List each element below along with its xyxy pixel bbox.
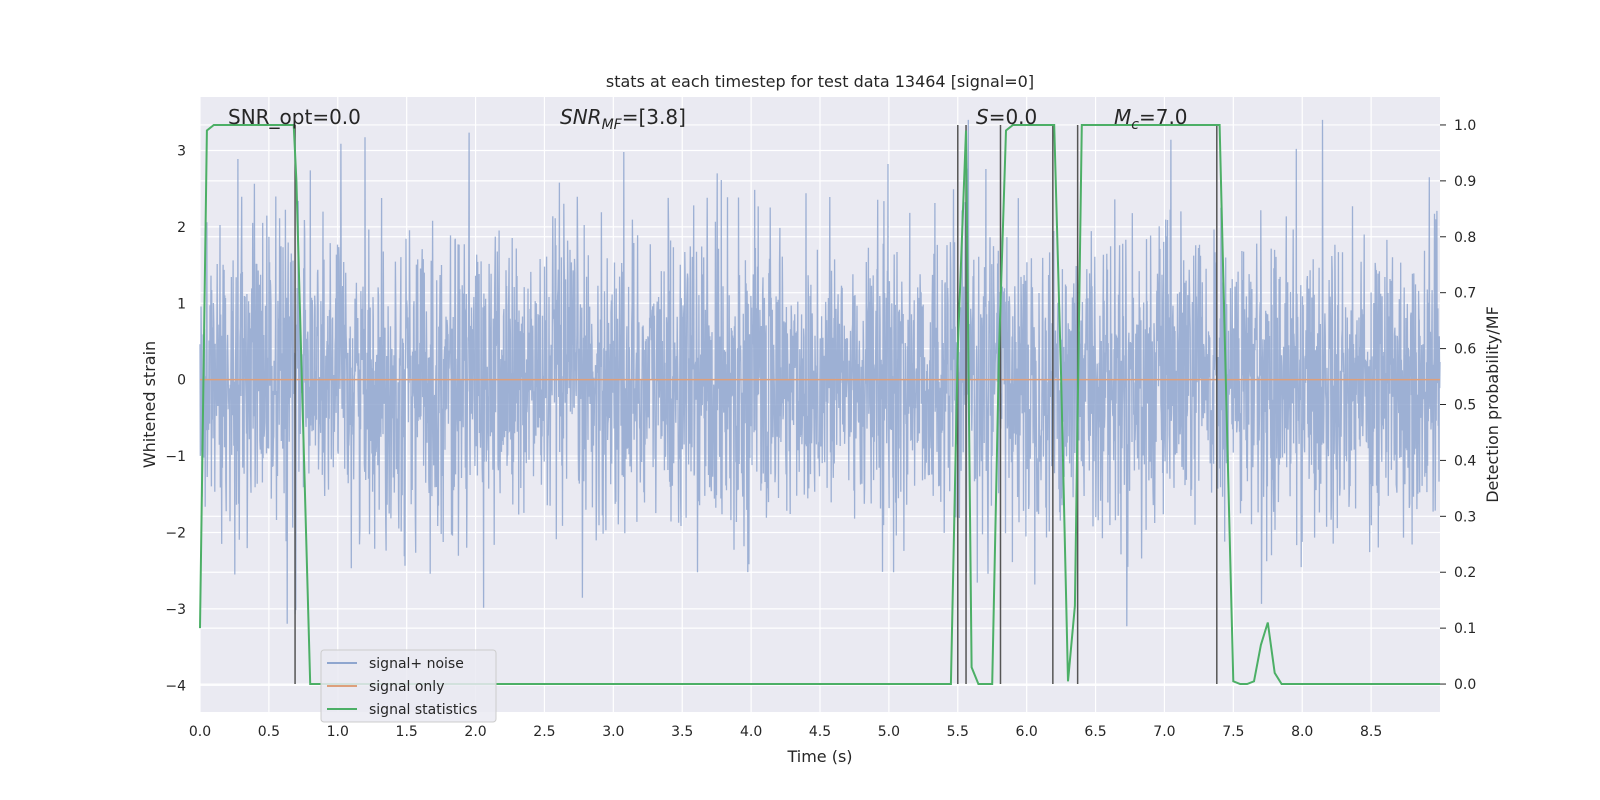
series-signal-statistics: [199, 124, 1440, 685]
y-tick-label-right: 0.5: [1454, 398, 1476, 414]
x-tick-label: 2.0: [464, 724, 486, 740]
y-tick-label-left: −4: [165, 678, 186, 694]
y-tick-label-left: 1: [177, 296, 186, 312]
y-tick-label-left: 2: [177, 220, 186, 236]
x-tick-label: 7.5: [1222, 724, 1244, 740]
x-tick-label: 7.0: [1153, 724, 1175, 740]
y-tick-label-left: 3: [177, 143, 186, 159]
chart-title: stats at each timestep for test data 134…: [606, 72, 1034, 91]
y-tick-label-right: 0.4: [1454, 453, 1476, 469]
series-signal-noise: [199, 119, 1441, 627]
y-tick-label-left: 0: [177, 373, 186, 389]
y-tick-label-right: 0.6: [1454, 342, 1476, 358]
annotation-snr-mf: SNRMF=[3.8]: [560, 105, 686, 133]
x-tick-label: 8.0: [1291, 724, 1313, 740]
y-tick-label-left: −2: [165, 525, 186, 541]
x-tick-label: 0.0: [189, 724, 211, 740]
x-tick-label: 5.0: [878, 724, 900, 740]
noise-line: [199, 119, 1441, 627]
y-axis-label-right: Detection probability/MF: [1483, 306, 1502, 503]
statistics-line: [199, 124, 1440, 685]
x-tick-label: 3.0: [602, 724, 624, 740]
annotation-snr-opt: SNR_opt=0.0: [228, 105, 361, 129]
legend-box: [320, 649, 497, 723]
legend: signal+ noise signal only signal statist…: [320, 649, 497, 723]
annotation-mc: Mc=7.0: [1114, 105, 1188, 133]
x-tick-label: 0.5: [258, 724, 280, 740]
y-tick-label-left: −3: [165, 602, 186, 618]
y-tick-label-right: 0.8: [1454, 230, 1476, 246]
x-tick-label: 4.0: [740, 724, 762, 740]
legend-entry-statistics: signal statistics: [369, 702, 477, 718]
x-tick-label: 1.0: [327, 724, 349, 740]
y-tick-label-left: −1: [165, 449, 186, 465]
x-tick-label: 3.5: [671, 724, 693, 740]
y-tick-label-right: 0.3: [1454, 509, 1476, 525]
x-tick-label: 4.5: [809, 724, 831, 740]
y-tick-label-right: 0.2: [1454, 565, 1476, 581]
x-tick-label: 1.5: [396, 724, 418, 740]
tick-labels: 0.0 0.5 1.0 1.5 2.0 2.5 3.0 3.5 4.0 4.5 5.0 5.5 6.0 6…: [165, 118, 1476, 740]
y-tick-label-right: 0.1: [1454, 621, 1476, 637]
y-tick-label-right: 0.0: [1454, 677, 1476, 693]
y-tick-label-right: 0.7: [1454, 286, 1476, 302]
x-tick-label: 2.5: [533, 724, 555, 740]
x-tick-label: 6.0: [1016, 724, 1038, 740]
y-tick-label-right: 1.0: [1454, 118, 1476, 134]
x-tick-label: 8.5: [1360, 724, 1382, 740]
x-tick-label: 6.5: [1084, 724, 1106, 740]
x-axis-label: Time (s): [786, 747, 852, 766]
legend-entry-noise: signal+ noise: [369, 656, 464, 672]
legend-entry-signal-only: signal only: [369, 679, 444, 695]
x-tick-label: 5.5: [947, 724, 969, 740]
y-tick-label-right: 0.9: [1454, 174, 1476, 190]
y-axis-label-left: Whitened strain: [140, 341, 159, 468]
annotation-s: S=0.0: [976, 105, 1037, 129]
